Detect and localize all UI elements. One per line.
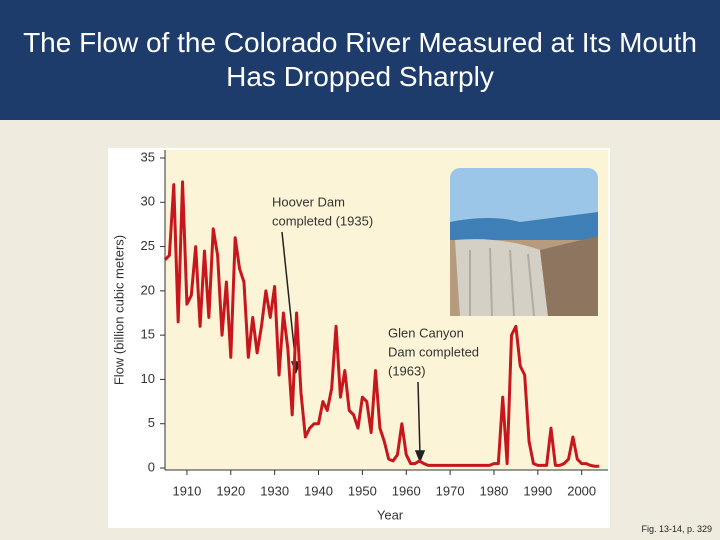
flow-line [163, 180, 600, 468]
y-tick-label: 20 [141, 282, 155, 297]
y-tick-label: 5 [148, 415, 155, 430]
annotation: Dam completed [388, 344, 479, 359]
y-tick-label: 30 [141, 194, 155, 209]
annotation: Glen Canyon [388, 325, 464, 340]
y-tick-label: 15 [141, 327, 155, 342]
x-tick-label: 1920 [216, 483, 245, 498]
annotation: completed (1935) [272, 213, 373, 228]
x-tick-label: 1910 [172, 483, 201, 498]
x-tick-label: 1990 [523, 483, 552, 498]
title-banner: The Flow of the Colorado River Measured … [0, 0, 720, 120]
annotation: (1963) [388, 363, 426, 378]
y-tick-label: 10 [141, 371, 155, 386]
x-tick-label: 1930 [260, 483, 289, 498]
x-tick-label: 1940 [304, 483, 333, 498]
y-tick-label: 35 [141, 149, 155, 164]
footnote: Fig. 13-14, p. 329 [641, 524, 712, 534]
slide-title: The Flow of the Colorado River Measured … [23, 27, 697, 92]
x-tick-label: 2000 [567, 483, 596, 498]
y-tick-label: 25 [141, 238, 155, 253]
x-axis-label: Year [377, 507, 404, 522]
x-tick-label: 1980 [479, 483, 508, 498]
y-tick-label: 0 [148, 459, 155, 474]
x-tick-label: 1970 [436, 483, 465, 498]
x-tick-label: 1950 [348, 483, 377, 498]
y-axis-label: Flow (billion cubic meters) [111, 235, 126, 385]
dam-photo [450, 168, 598, 317]
x-tick-label: 1960 [392, 483, 421, 498]
annotation: Hoover Dam [272, 194, 345, 209]
